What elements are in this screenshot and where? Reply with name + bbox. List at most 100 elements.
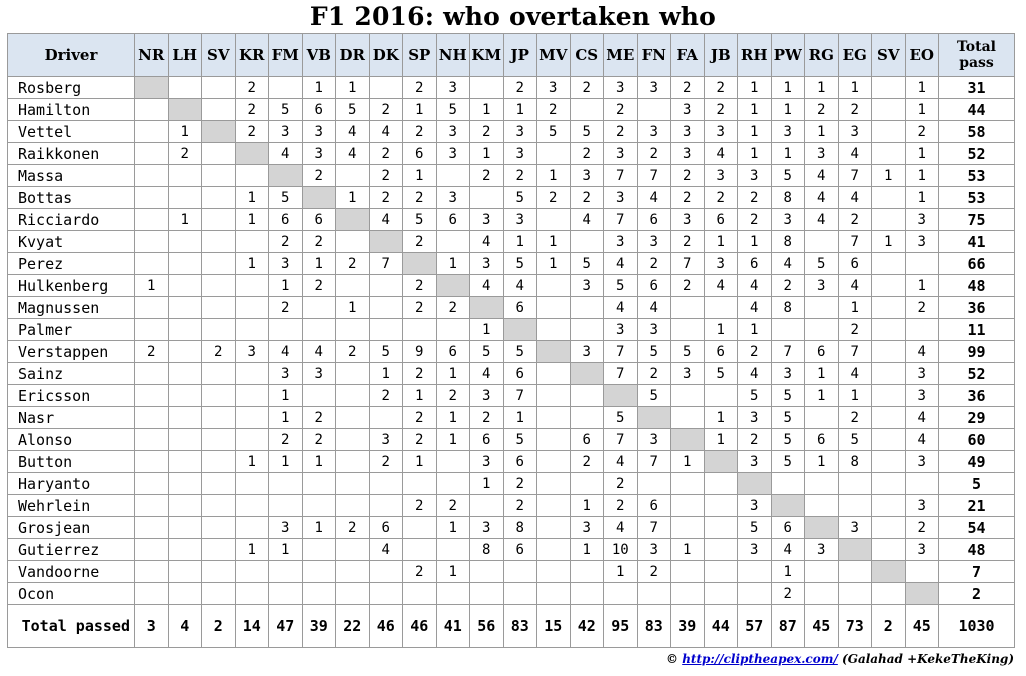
total-passed-cell: 45 [904, 604, 939, 648]
overtake-count-cell [837, 582, 872, 605]
table-row: Ocon 2 2 [7, 582, 1015, 605]
overtake-count-cell: 3 [636, 538, 671, 561]
overtake-count-cell [167, 296, 202, 319]
overtake-count-cell [703, 516, 738, 539]
overtake-count-cell: 2 [603, 472, 638, 495]
overtake-count-cell: 2 [435, 296, 470, 319]
driver-name: Sainz [7, 362, 135, 385]
overtake-count-cell [234, 406, 269, 429]
total-passed-cell: 14 [234, 604, 269, 648]
overtake-count-cell: 8 [770, 296, 805, 319]
overtake-count-cell [670, 582, 705, 605]
overtake-count-cell [837, 472, 872, 495]
overtake-count-cell: 1 [737, 76, 772, 99]
total-pass-cell: 58 [938, 120, 1015, 143]
overtake-count-cell: 3 [737, 164, 772, 187]
overtake-count-cell: 6 [268, 208, 303, 231]
credit-line: © http://cliptheapex.com/ (Galahad +Keke… [666, 652, 1014, 666]
overtake-count-cell [335, 362, 370, 385]
overtake-count-cell: 7 [368, 252, 403, 275]
overtake-count-cell: 2 [134, 340, 169, 363]
overtake-count-cell: 7 [770, 340, 805, 363]
overtake-count-cell [201, 538, 236, 561]
driver-name: Gutierrez [7, 538, 135, 561]
overtake-count-cell [435, 472, 470, 495]
overtake-count-cell [804, 230, 839, 253]
overtake-count-cell: 3 [636, 318, 671, 341]
overtake-count-cell [536, 538, 571, 561]
overtake-count-cell: 8 [502, 516, 537, 539]
driver-name: Ricciardo [7, 208, 135, 231]
overtake-count-cell [636, 98, 671, 121]
overtake-count-cell: 5 [770, 450, 805, 473]
overtake-count-cell: 2 [904, 296, 939, 319]
overtake-count-cell: 5 [469, 340, 504, 363]
column-header: LH [167, 33, 202, 77]
column-header: VB [301, 33, 336, 77]
overtake-count-cell [201, 472, 236, 495]
overtake-count-cell: 1 [268, 450, 303, 473]
table-row: Nasr 1 2 2 1 2 1 5 1 3 5 2 4 29 [7, 406, 1015, 429]
overtake-count-cell [201, 142, 236, 165]
overtake-count-cell: 3 [804, 538, 839, 561]
overtake-count-cell: 5 [770, 406, 805, 429]
overtake-count-cell [134, 516, 169, 539]
credit-link[interactable]: http://cliptheapex.com/ [682, 652, 838, 666]
overtake-count-cell [335, 582, 370, 605]
overtake-count-cell: 4 [804, 186, 839, 209]
overtake-count-cell [502, 582, 537, 605]
total-passed-cell: 57 [737, 604, 772, 648]
overtake-count-cell: 1 [502, 230, 537, 253]
overtake-count-cell: 1 [234, 450, 269, 473]
overtake-count-cell [167, 472, 202, 495]
overtake-count-cell [871, 450, 906, 473]
overtake-count-cell: 5 [268, 98, 303, 121]
overtake-count-cell: 2 [636, 252, 671, 275]
overtake-count-cell: 4 [770, 538, 805, 561]
overtake-count-cell [335, 406, 370, 429]
overtake-count-cell: 2 [502, 164, 537, 187]
overtake-count-cell [134, 98, 169, 121]
overtake-count-cell: 2 [368, 384, 403, 407]
total-pass-cell: 36 [938, 384, 1015, 407]
overtake-count-cell [167, 230, 202, 253]
total-passed-cell: 83 [502, 604, 537, 648]
overtake-count-cell [167, 164, 202, 187]
overtake-count-cell: 2 [469, 120, 504, 143]
overtake-count-cell [167, 406, 202, 429]
overtake-count-cell [703, 494, 738, 517]
column-header: SP [402, 33, 437, 77]
overtake-count-cell: 1 [536, 252, 571, 275]
total-passed-label: Total passed [7, 604, 135, 648]
overtake-count-cell [904, 252, 939, 275]
overtake-count-cell: 1 [469, 142, 504, 165]
overtake-count-cell [435, 164, 470, 187]
total-passed-cell: 15 [536, 604, 571, 648]
overtake-count-cell [301, 318, 336, 341]
overtake-count-cell [301, 494, 336, 517]
overtake-count-cell: 3 [502, 208, 537, 231]
table-row: Bottas 1 5 1 2 2 3 5 2 2 3 4 2 2 2 8 4 4 1 53 [7, 186, 1015, 209]
overtake-count-cell: 4 [703, 274, 738, 297]
overtake-count-cell [536, 362, 571, 385]
overtake-count-cell: 2 [301, 230, 336, 253]
overtake-count-cell: 6 [636, 494, 671, 517]
overtake-count-cell: 7 [636, 164, 671, 187]
overtake-count-cell: 3 [770, 362, 805, 385]
overtake-count-cell: 3 [737, 494, 772, 517]
overtake-count-cell: 2 [301, 406, 336, 429]
overtake-count-cell [536, 296, 571, 319]
overtake-count-cell: 3 [301, 362, 336, 385]
overtake-count-cell: 3 [603, 230, 638, 253]
overtake-count-cell [904, 560, 939, 583]
overtake-count-cell [335, 494, 370, 517]
overtake-count-cell [770, 318, 805, 341]
table-row: Alonso 2 2 3 2 1 6 5 6 7 3 1 2 5 6 5 4 60 [7, 428, 1015, 451]
overtake-count-cell: 5 [569, 252, 604, 275]
overtake-count-cell: 1 [904, 76, 939, 99]
overtake-count-cell [871, 296, 906, 319]
overtake-count-cell: 4 [837, 186, 872, 209]
overtake-count-cell [134, 406, 169, 429]
overtake-count-cell [536, 516, 571, 539]
overtake-count-cell: 1 [268, 406, 303, 429]
